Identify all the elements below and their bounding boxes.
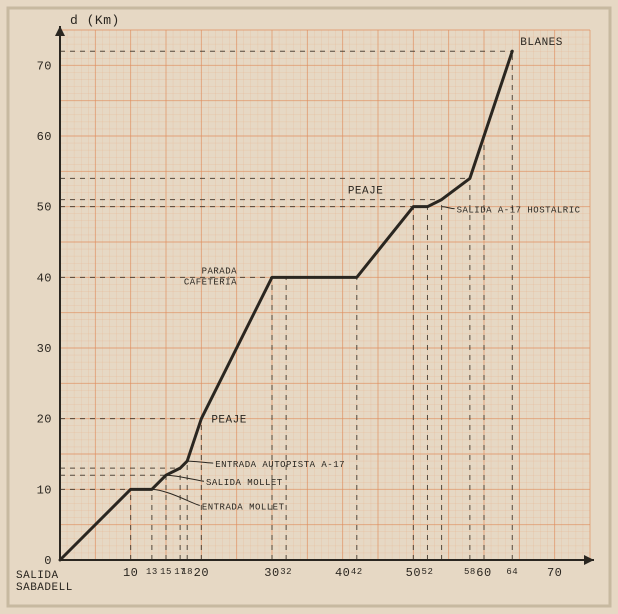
svg-text:CAFETERÍA: CAFETERÍA (184, 276, 237, 287)
svg-text:ENTRADA MOLLET: ENTRADA MOLLET (202, 502, 285, 512)
svg-text:ENTRADA AUTOPISTA A-17: ENTRADA AUTOPISTA A-17 (215, 460, 345, 470)
svg-text:18: 18 (181, 567, 193, 577)
svg-text:15: 15 (160, 567, 172, 577)
svg-text:SALIDA A-17 HOSTALRIC: SALIDA A-17 HOSTALRIC (457, 206, 581, 216)
svg-text:20: 20 (37, 413, 52, 427)
svg-text:10: 10 (123, 566, 138, 580)
svg-text:52: 52 (422, 567, 434, 577)
svg-text:70: 70 (547, 566, 562, 580)
svg-text:42: 42 (351, 567, 363, 577)
svg-text:58: 58 (464, 567, 476, 577)
svg-text:50: 50 (406, 566, 421, 580)
chart-svg: 1020304050607013151718324252586401020304… (0, 0, 618, 614)
svg-text:60: 60 (37, 130, 52, 144)
svg-text:40: 40 (37, 271, 52, 285)
svg-text:64: 64 (506, 567, 518, 577)
svg-text:70: 70 (37, 59, 52, 73)
svg-text:13: 13 (146, 567, 158, 577)
svg-text:40: 40 (335, 566, 350, 580)
svg-text:60: 60 (476, 566, 491, 580)
svg-text:10: 10 (37, 483, 52, 497)
svg-text:PEAJE: PEAJE (348, 186, 384, 198)
svg-text:PEAJE: PEAJE (211, 415, 247, 427)
svg-text:30: 30 (264, 566, 279, 580)
svg-text:d (Km): d (Km) (70, 13, 120, 28)
svg-text:32: 32 (280, 567, 292, 577)
svg-text:20: 20 (194, 566, 209, 580)
svg-text:50: 50 (37, 201, 52, 215)
svg-text:SABADELL: SABADELL (16, 582, 73, 594)
svg-text:SALIDA: SALIDA (16, 570, 59, 582)
svg-text:30: 30 (37, 342, 52, 356)
svg-text:BLANES: BLANES (520, 37, 563, 49)
graph-paper-chart: 1020304050607013151718324252586401020304… (0, 0, 618, 614)
svg-text:0: 0 (44, 554, 52, 568)
svg-text:PARADA: PARADA (202, 266, 238, 276)
svg-text:SALIDA MOLLET: SALIDA MOLLET (206, 478, 283, 488)
